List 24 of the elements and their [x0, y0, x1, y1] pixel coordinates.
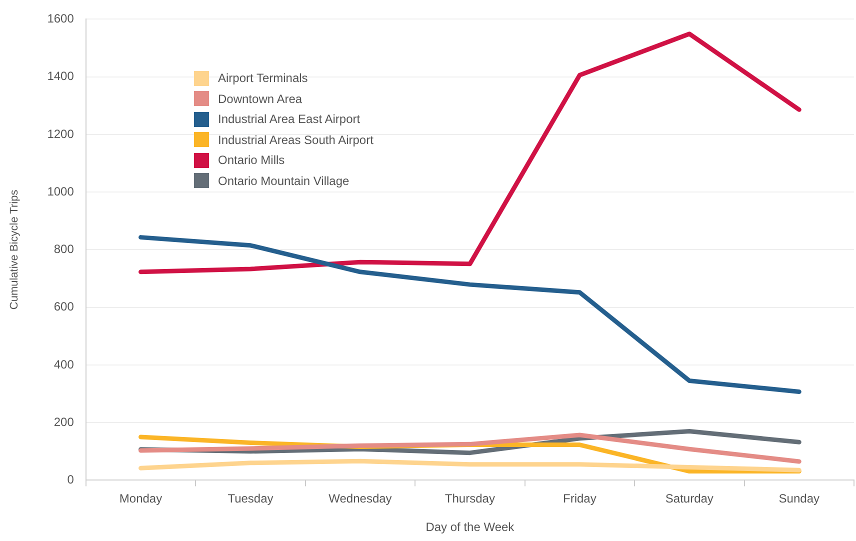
y-tick-label: 800 — [54, 242, 74, 256]
legend-label: Industrial Areas South Airport — [218, 132, 374, 147]
x-tick-label: Friday — [563, 492, 596, 506]
x-tick-label: Wednesday — [328, 492, 392, 506]
legend-label: Industrial Area East Airport — [218, 112, 360, 126]
y-tick-label: 1200 — [47, 126, 74, 141]
x-tick-label: Sunday — [778, 492, 820, 506]
x-tick-label: Monday — [119, 492, 162, 506]
x-axis-title: Day of the Week — [426, 520, 516, 534]
x-tick-label: Thursday — [444, 492, 495, 506]
x-tick-label: Tuesday — [228, 492, 274, 506]
legend-label: Downtown Area — [218, 92, 302, 106]
legend-label: Ontario Mills — [218, 153, 285, 168]
legend-label: Airport Terminals — [218, 71, 308, 86]
legend-label: Ontario Mountain Village — [218, 174, 350, 188]
y-tick-label: 1400 — [47, 69, 74, 84]
y-axis-title: Cumulative Bicycle Trips — [8, 189, 21, 310]
y-tick-label: 1600 — [47, 12, 74, 26]
x-tick-label: Saturday — [665, 492, 714, 506]
y-tick-label: 200 — [54, 414, 74, 429]
y-tick-label: 0 — [67, 472, 74, 487]
y-tick-label: 1000 — [47, 184, 74, 198]
y-tick-label: 600 — [54, 300, 74, 314]
y-tick-label: 400 — [54, 357, 74, 372]
